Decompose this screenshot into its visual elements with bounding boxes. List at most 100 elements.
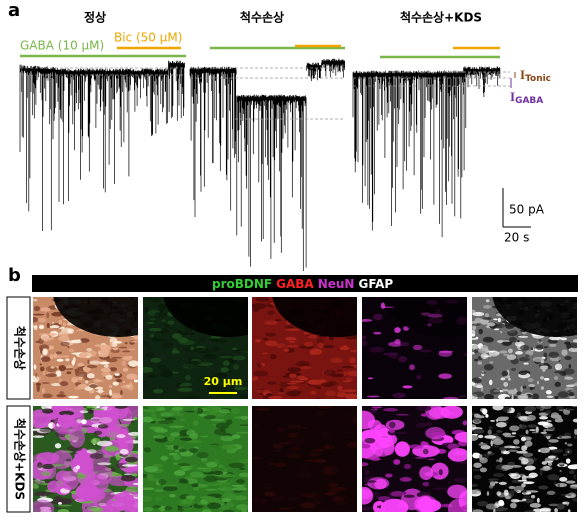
cell (426, 300, 438, 305)
cell (396, 431, 408, 435)
cell (233, 379, 240, 382)
cell (479, 467, 488, 473)
cell (532, 393, 540, 399)
cell (114, 406, 128, 409)
cell (520, 436, 527, 442)
cell (546, 490, 556, 496)
cell (501, 465, 514, 470)
i-tonic: ITonic (520, 67, 551, 84)
cell (161, 342, 174, 348)
cell (88, 409, 94, 414)
cell (58, 335, 70, 342)
cell (403, 463, 412, 469)
cell (377, 496, 391, 501)
cell (331, 373, 344, 378)
cell (543, 377, 550, 381)
cell (36, 376, 42, 380)
cell (370, 457, 381, 461)
cell (291, 446, 300, 451)
cell (231, 355, 246, 361)
cell (517, 479, 528, 482)
cell (330, 467, 341, 473)
cell (144, 306, 149, 313)
cell (314, 397, 321, 399)
cell (475, 385, 484, 388)
cell (440, 406, 463, 419)
cell (77, 375, 83, 381)
cell (212, 470, 224, 476)
cell (531, 431, 539, 434)
cell (33, 298, 38, 302)
condition-title: 척수손상 (240, 10, 284, 25)
cell (168, 425, 185, 428)
cell (203, 475, 218, 482)
cell (572, 418, 577, 423)
cell (232, 364, 240, 370)
cell (125, 486, 138, 493)
cell (347, 441, 357, 448)
cell (508, 336, 517, 343)
cell (398, 356, 408, 363)
cell (70, 452, 78, 455)
cell (516, 450, 528, 454)
cell (74, 371, 87, 377)
cell (126, 373, 138, 380)
cell (86, 449, 97, 454)
cell (430, 432, 447, 437)
cell (310, 390, 317, 395)
cell (196, 451, 209, 459)
cell (567, 443, 573, 447)
cell (143, 416, 154, 423)
cell (177, 448, 188, 453)
cell (499, 350, 508, 354)
cell (513, 485, 524, 492)
cell (572, 339, 577, 344)
cell (427, 458, 436, 461)
cell (90, 507, 104, 512)
cell (286, 390, 301, 397)
cell (473, 417, 481, 423)
cell (438, 373, 452, 379)
cell (349, 349, 357, 352)
cell (489, 361, 494, 364)
cell (315, 410, 328, 416)
cell (85, 380, 89, 384)
cell (111, 356, 122, 359)
row-label: 척수손상+KDS (13, 418, 28, 500)
cell (300, 365, 311, 370)
cell (78, 352, 88, 359)
cell (569, 342, 577, 349)
cell (484, 313, 490, 318)
cell (146, 344, 152, 351)
cell (482, 336, 494, 343)
cell (522, 481, 535, 485)
cell (146, 474, 154, 479)
cell (172, 333, 182, 339)
micrograph (252, 406, 357, 512)
cell (71, 360, 75, 366)
cell (165, 323, 171, 329)
dashed-baselines (20, 67, 510, 120)
cell (80, 425, 92, 428)
cell (501, 370, 509, 377)
cell (390, 491, 406, 497)
cell (362, 335, 367, 340)
cell (272, 443, 284, 449)
cell (367, 377, 373, 380)
cell (323, 345, 334, 349)
cell (264, 340, 278, 347)
cell (144, 352, 155, 358)
cell (143, 366, 154, 373)
cell (412, 344, 423, 351)
cell (341, 365, 355, 369)
condition-title: 척수손상+KDS (400, 10, 482, 25)
cell (232, 348, 248, 354)
cell (277, 427, 285, 431)
cell (546, 395, 554, 399)
cell (53, 496, 63, 501)
cell (483, 355, 492, 357)
cell (33, 409, 52, 429)
cell (564, 341, 571, 345)
cell (181, 506, 192, 511)
cell (33, 364, 37, 370)
